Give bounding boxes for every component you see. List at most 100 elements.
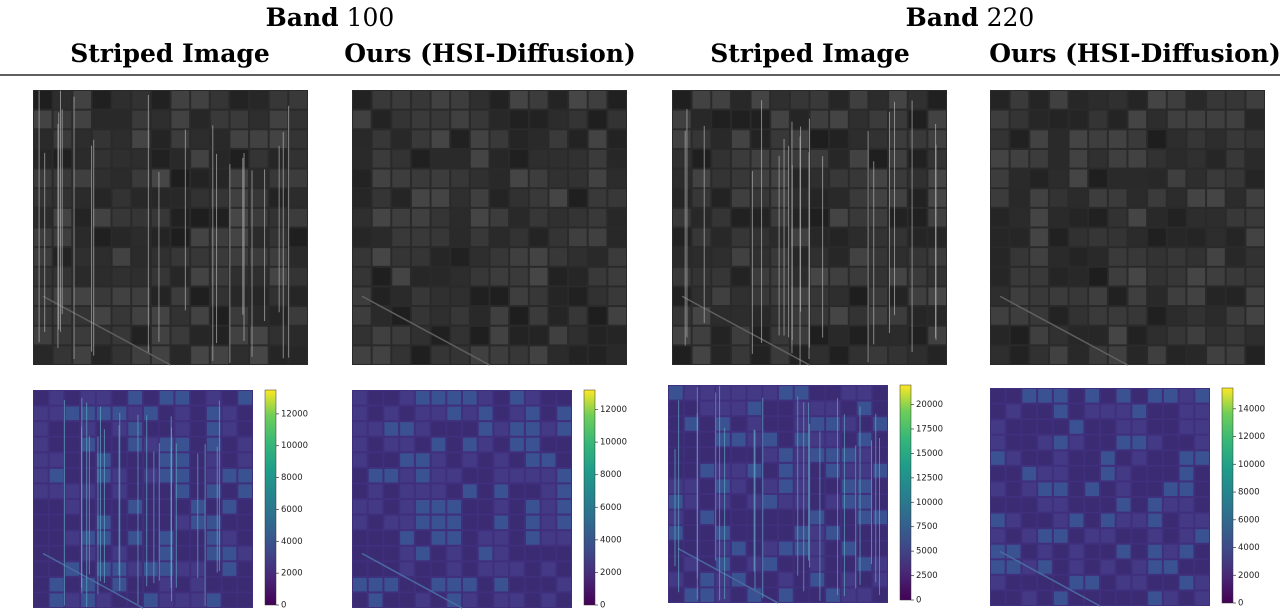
image-patch bbox=[210, 287, 229, 306]
image-patch bbox=[463, 484, 477, 498]
image-patch bbox=[1053, 404, 1068, 419]
image-patch bbox=[1006, 420, 1021, 434]
colorbar-tick-label: 5000 bbox=[916, 547, 938, 557]
image-patch bbox=[928, 149, 946, 168]
image-patch bbox=[857, 386, 872, 400]
image-patch bbox=[384, 484, 399, 498]
image-patch bbox=[700, 432, 715, 447]
image-patch bbox=[1101, 466, 1115, 481]
image-patch bbox=[392, 130, 410, 148]
image-patch bbox=[608, 346, 626, 364]
image-patch bbox=[372, 248, 391, 266]
image-patch bbox=[128, 515, 142, 530]
image-patch bbox=[191, 267, 209, 286]
image-patch bbox=[81, 577, 95, 592]
image-patch bbox=[1167, 110, 1186, 129]
image-patch bbox=[1116, 451, 1131, 465]
image-patch bbox=[1069, 149, 1088, 168]
image-patch bbox=[525, 422, 540, 436]
image-patch bbox=[1187, 267, 1206, 286]
image-patch bbox=[144, 577, 158, 592]
image-patch bbox=[490, 248, 509, 266]
image-patch bbox=[1069, 326, 1088, 345]
image-patch bbox=[1148, 169, 1166, 188]
image-patch bbox=[478, 562, 493, 576]
image-patch bbox=[447, 515, 461, 530]
image-patch bbox=[92, 208, 111, 227]
image-patch bbox=[447, 500, 461, 514]
image-patch bbox=[731, 495, 746, 509]
image-patch bbox=[368, 500, 383, 514]
image-patch bbox=[175, 562, 190, 576]
image-patch bbox=[510, 149, 528, 168]
image-patch bbox=[908, 110, 927, 129]
image-patch bbox=[73, 287, 91, 306]
image-patch bbox=[34, 169, 52, 188]
image-patch bbox=[222, 484, 237, 498]
image-patch bbox=[889, 267, 907, 286]
image-patch bbox=[451, 326, 469, 345]
image-patch bbox=[250, 130, 268, 148]
image-patch bbox=[684, 417, 699, 431]
column-title: Ours (HSI-Diffusion) bbox=[989, 39, 1280, 68]
colorbar-tick-label: 12000 bbox=[281, 409, 308, 419]
image-patch bbox=[144, 484, 158, 498]
image-patch bbox=[669, 463, 683, 478]
image-patch bbox=[1010, 169, 1029, 188]
image-patch bbox=[1128, 208, 1147, 227]
image-patch bbox=[1053, 435, 1068, 450]
image-patch bbox=[175, 468, 190, 483]
image-patch bbox=[841, 526, 856, 540]
image-patch bbox=[549, 91, 568, 109]
image-patch bbox=[128, 577, 142, 592]
image-patch bbox=[96, 484, 111, 498]
image-patch bbox=[608, 228, 626, 247]
image-patch bbox=[712, 228, 730, 247]
image-patch bbox=[1187, 169, 1206, 188]
image-patch bbox=[206, 406, 221, 421]
image-patch bbox=[673, 149, 691, 168]
image-patch bbox=[490, 346, 509, 364]
image-patch bbox=[128, 484, 142, 498]
image-patch bbox=[857, 526, 872, 540]
colorbar-tick-label: 17500 bbox=[916, 424, 943, 434]
image-patch bbox=[222, 577, 237, 592]
image-patch bbox=[1006, 435, 1021, 450]
image-patch bbox=[673, 346, 691, 364]
image-patch bbox=[731, 248, 750, 266]
image-patch bbox=[92, 326, 111, 345]
image-patch bbox=[1116, 435, 1131, 450]
image-patch bbox=[1148, 208, 1166, 227]
image-patch bbox=[751, 287, 770, 306]
image-patch bbox=[826, 463, 840, 478]
image-patch bbox=[525, 500, 540, 514]
image-patch bbox=[1053, 498, 1068, 512]
image-patch bbox=[490, 110, 509, 129]
image-patch bbox=[1163, 404, 1178, 419]
colorbar-tick-label: 0 bbox=[916, 596, 921, 606]
image-patch bbox=[510, 130, 528, 148]
image-patch bbox=[81, 468, 95, 483]
image-patch bbox=[447, 468, 461, 483]
image-patch bbox=[463, 453, 477, 467]
image-patch bbox=[810, 479, 825, 493]
image-patch bbox=[191, 149, 209, 168]
image-patch bbox=[873, 479, 887, 493]
image-patch bbox=[700, 417, 715, 431]
image-patch bbox=[549, 130, 568, 148]
image-patch bbox=[112, 208, 131, 227]
image-patch bbox=[222, 468, 237, 483]
image-patch bbox=[191, 577, 205, 592]
image-patch bbox=[841, 386, 856, 400]
image-patch bbox=[731, 401, 746, 416]
image-patch bbox=[857, 463, 872, 478]
grayscale-image bbox=[990, 90, 1265, 366]
image-patch bbox=[447, 531, 461, 545]
image-patch bbox=[353, 422, 367, 436]
image-patch bbox=[81, 515, 95, 530]
image-patch bbox=[751, 149, 770, 168]
image-patch bbox=[175, 500, 190, 514]
image-patch bbox=[673, 326, 691, 345]
image-patch bbox=[353, 562, 367, 576]
image-patch bbox=[250, 307, 268, 325]
